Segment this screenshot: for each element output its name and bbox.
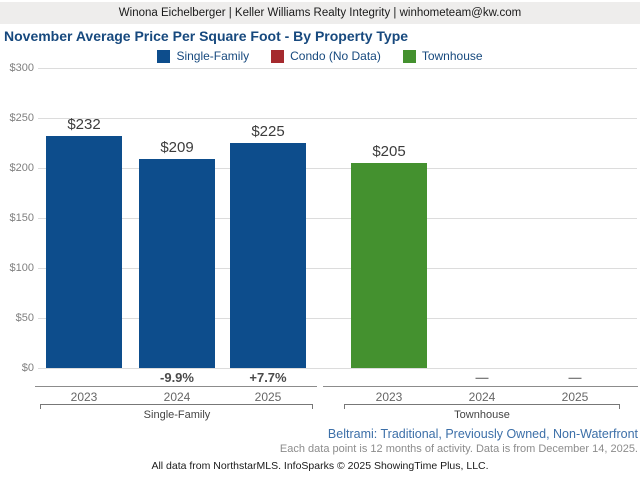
gridline-250: [38, 118, 637, 119]
bar-value-label: $209: [160, 139, 194, 156]
y-axis-tick-label: $150: [9, 212, 34, 224]
y-axis-tick-label: $100: [9, 262, 34, 274]
bar-townhouse-2023[interactable]: [351, 163, 427, 368]
group-label-townhouse: Townhouse: [454, 409, 510, 421]
y-axis-tick-label: $50: [15, 312, 34, 324]
no-data-dash: —: [568, 370, 582, 385]
group-bracket-townhouse: [344, 404, 620, 409]
y-axis-tick-label: $250: [9, 112, 34, 124]
bar-value-label: $232: [67, 116, 101, 133]
year-label-townhouse-2025: 2025: [561, 390, 589, 404]
pct-change-label: +7.7%: [249, 370, 287, 385]
group-axis-line: [323, 386, 638, 387]
year-label-single-family-2024: 2024: [163, 390, 191, 404]
group-axis-line: [35, 386, 317, 387]
group-bracket-single-family: [40, 404, 313, 409]
bar-single-family-2023[interactable]: [46, 136, 122, 368]
header-strip: Winona Eichelberger | Keller Williams Re…: [0, 2, 640, 24]
bar-value-label: $205: [372, 143, 406, 160]
footer-filters: Beltrami: Traditional, Previously Owned,…: [327, 427, 638, 441]
page-title: November Average Price Per Square Foot -…: [4, 28, 409, 44]
legend-item-label: Single-Family: [176, 49, 250, 63]
year-label-single-family-2025: 2025: [254, 390, 282, 404]
legend: Single-Family Condo (No Data) Townhouse: [0, 48, 640, 64]
legend-item-single-family[interactable]: Single-Family: [157, 49, 249, 63]
group-label-single-family: Single-Family: [143, 409, 211, 421]
header-contact-text: Winona Eichelberger | Keller Williams Re…: [118, 7, 522, 19]
year-label-townhouse-2023: 2023: [375, 390, 403, 404]
gridline-50: [38, 318, 637, 319]
gridline-300: [38, 68, 637, 69]
y-axis-tick-label: $200: [9, 162, 34, 174]
footer-data-note: Each data point is 12 months of activity…: [279, 443, 638, 455]
pct-change-label: -9.9%: [160, 370, 194, 385]
gridline-200: [38, 168, 637, 169]
bar-single-family-2025[interactable]: [230, 143, 306, 368]
gridline-150: [38, 218, 637, 219]
year-label-single-family-2023: 2023: [70, 390, 98, 404]
legend-swatch-townhouse: [402, 49, 416, 63]
legend-item-label: Townhouse: [421, 49, 483, 63]
legend-item-townhouse[interactable]: Townhouse: [402, 49, 483, 63]
year-label-townhouse-2024: 2024: [468, 390, 496, 404]
legend-item-condo-no-data[interactable]: Condo (No Data): [271, 49, 381, 63]
chart-plot-area: $300 $250 $200 $150 $100 $50 $0 $232 $209 $225 $20…: [0, 62, 640, 374]
y-axis-tick-label: $0: [21, 362, 34, 374]
legend-swatch-single-family: [157, 49, 171, 63]
no-data-dash: —: [475, 370, 489, 385]
y-axis-tick-label: $300: [9, 62, 34, 74]
bar-value-label: $225: [251, 123, 285, 140]
gridline-0: [38, 368, 637, 369]
footer-attribution: All data from NorthstarMLS. InfoSparks ©…: [151, 460, 489, 472]
legend-item-label: Condo (No Data): [290, 49, 381, 63]
legend-swatch-condo-no-data: [271, 49, 285, 63]
bar-single-family-2024[interactable]: [139, 159, 215, 368]
gridline-100: [38, 268, 637, 269]
